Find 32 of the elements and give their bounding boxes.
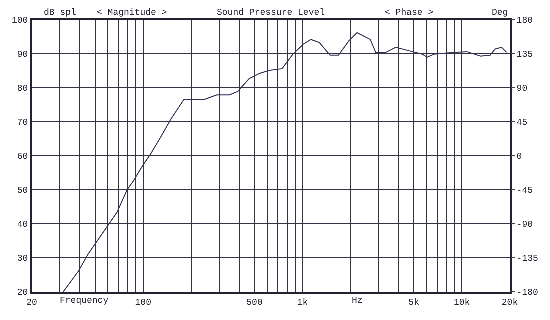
x-tick-label: 20	[26, 298, 38, 308]
x-tick-label: 10k	[454, 298, 470, 308]
y2-tick-label: 135	[516, 50, 534, 60]
y-tick-label: 50	[17, 186, 28, 196]
y-tick-label: 30	[17, 254, 28, 264]
y2-tick-label: 90	[516, 84, 528, 94]
y2-axis-title: Deg	[492, 8, 508, 18]
x-tick-label: 5k	[408, 298, 420, 308]
y-tick-label: 20	[17, 288, 28, 298]
text: < Phase >	[385, 8, 434, 18]
y-tick-label: 60	[17, 152, 28, 162]
x-tick-label: 20k	[502, 298, 518, 308]
chart-title: Sound Pressure Level	[217, 8, 326, 18]
y-axis-title: dB spl	[44, 8, 76, 18]
y2-tick-label: -45	[516, 186, 534, 196]
y2-tick-label: 0	[516, 152, 522, 162]
text: < Magnitude >	[97, 8, 168, 18]
y-tick-label: 70	[17, 118, 28, 128]
y2-tick-label: 45	[516, 118, 528, 128]
x-tick-label: 1k	[297, 298, 308, 308]
x-tick-label: 500	[246, 298, 263, 308]
text: Hz	[352, 296, 363, 306]
y-tick-label: 80	[17, 84, 28, 94]
y-tick-label: 90	[17, 50, 28, 60]
y2-tick-label: -90	[516, 220, 534, 230]
y-tick-label: 40	[17, 220, 28, 230]
x-tick-label: 100	[135, 298, 152, 308]
y2-tick-label: -135	[516, 254, 538, 264]
y-tick-label: 100	[12, 16, 28, 26]
y2-tick-label: 180	[516, 16, 534, 26]
y2-tick-label: -180	[516, 288, 538, 298]
x-axis-title: Frequency	[60, 296, 110, 306]
